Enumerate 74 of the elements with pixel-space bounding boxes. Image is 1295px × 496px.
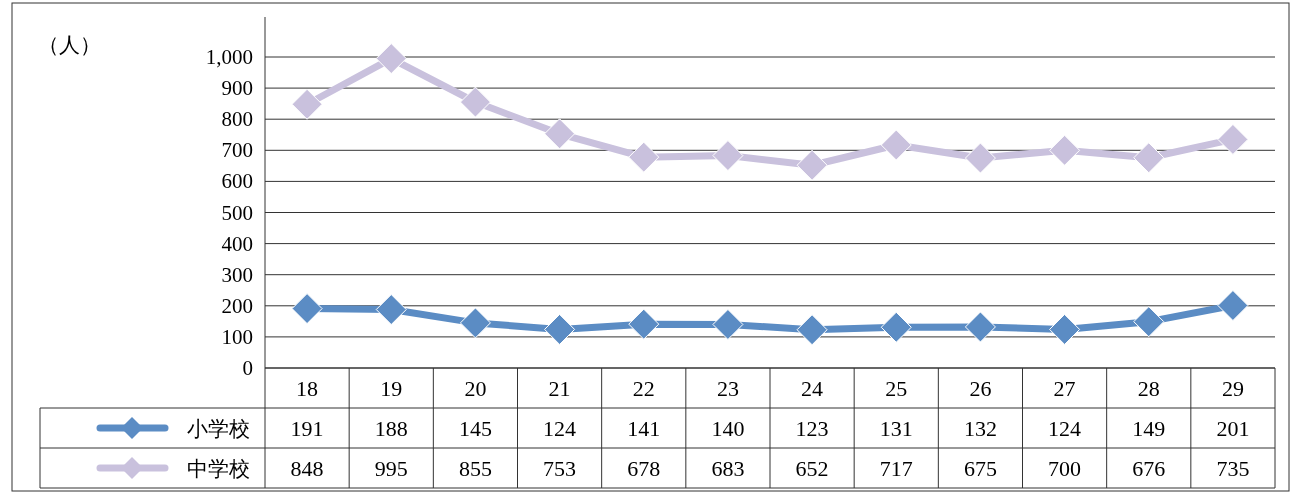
data-label: 124 [1048,416,1082,441]
point [459,307,491,339]
data-label: 145 [458,416,492,441]
point [544,118,576,150]
point [1049,134,1081,166]
data-label: 676 [1132,456,1166,481]
x-tick-label: 19 [380,376,403,401]
data-label: 675 [963,456,997,481]
data-label: 735 [1216,456,1250,481]
y-tick-label: 0 [242,356,253,380]
data-label: 717 [879,456,913,481]
data-label: 191 [290,416,324,441]
x-tick-label: 20 [464,376,487,401]
x-tick-label: 23 [716,376,739,401]
data-label: 140 [711,416,745,441]
data-label: 141 [627,416,661,441]
data-label: 753 [543,456,577,481]
y-tick-label: 900 [221,76,253,101]
data-label: 683 [711,456,745,481]
data-label: 132 [963,416,997,441]
point [544,313,576,345]
y-tick-label: 300 [221,262,253,287]
point [628,141,660,173]
y-tick-label: 400 [221,231,253,256]
point [628,308,660,340]
data-label: 188 [374,416,408,441]
legend-label: 中学校 [187,457,250,481]
point [796,314,828,346]
y-tick-label: 500 [221,200,253,225]
x-tick-label: 29 [1221,376,1244,401]
point [1133,306,1165,338]
y-axis-title: （人） [38,33,101,57]
point [880,129,912,161]
x-tick-label: 24 [801,376,824,401]
point [796,149,828,181]
data-label: 149 [1132,416,1166,441]
x-tick-label: 26 [969,376,992,401]
point [1217,123,1249,155]
x-tick-label: 22 [632,376,655,401]
data-label: 855 [458,456,492,481]
point [375,294,407,326]
data-label: 848 [290,456,324,481]
data-label: 131 [879,416,913,441]
legend-label: 小学校 [187,417,250,441]
point [291,293,323,325]
x-tick-label: 25 [885,376,908,401]
data-label: 995 [374,456,408,481]
data-label: 700 [1048,456,1082,481]
y-tick-label: 800 [221,107,253,132]
point [880,311,912,343]
data-label: 678 [627,456,661,481]
point [1133,142,1165,174]
point [964,311,996,343]
point [291,88,323,120]
y-tick-label: 100 [221,324,253,349]
point [1049,313,1081,345]
y-tick-label: 1,000 [205,45,253,69]
data-label: 652 [795,456,829,481]
x-tick-label: 21 [548,376,571,401]
point [375,43,407,75]
point [459,86,491,118]
x-tick-label: 18 [296,376,319,401]
data-label: 123 [795,416,829,441]
point [1217,289,1249,321]
x-tick-label: 27 [1053,376,1076,401]
point [712,140,744,172]
point [964,142,996,174]
x-tick-label: 28 [1137,376,1160,401]
y-tick-label: 200 [221,293,253,318]
data-label: 124 [543,416,577,441]
data-label: 201 [1216,416,1250,441]
point [712,308,744,340]
y-tick-label: 700 [221,138,253,163]
y-tick-label: 600 [221,169,253,194]
